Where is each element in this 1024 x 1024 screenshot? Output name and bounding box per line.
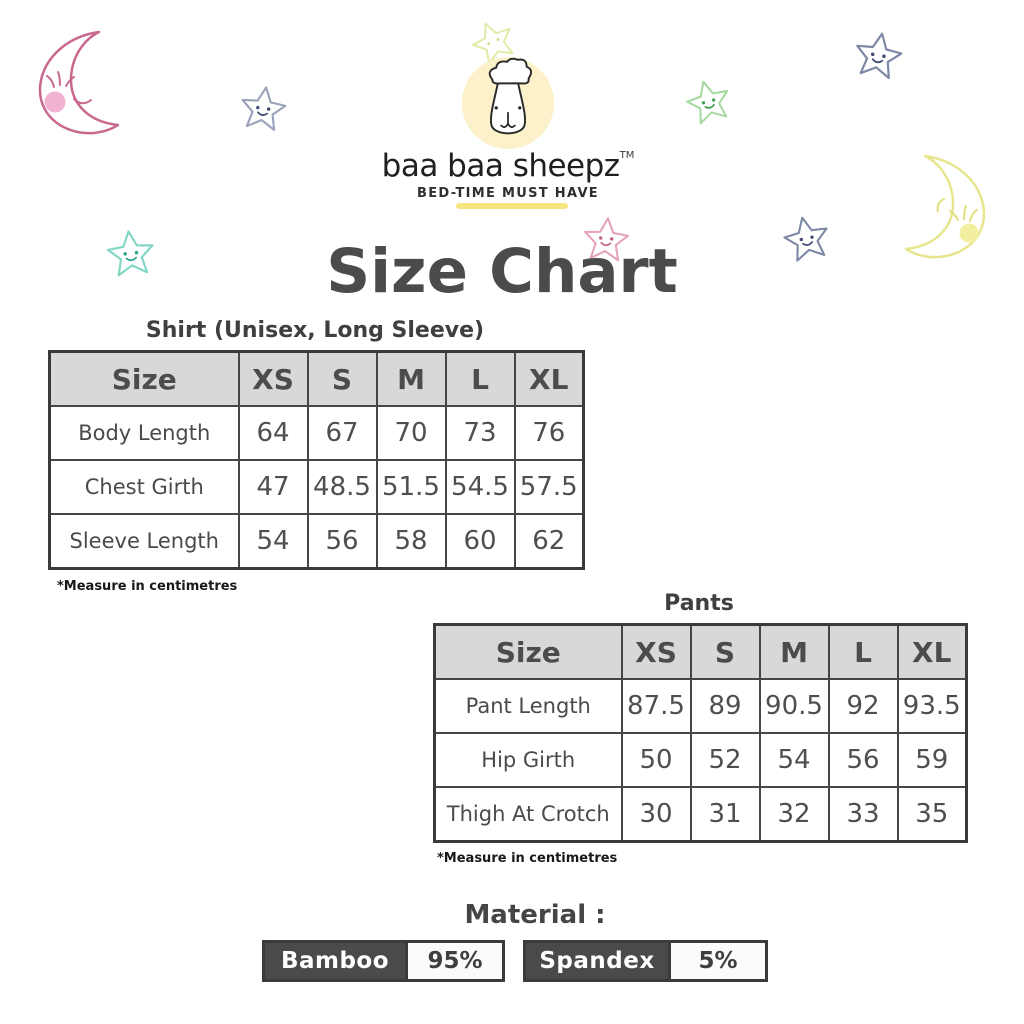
pants-table-header-row: Size XS S M L XL xyxy=(433,623,968,680)
table-cell: 32 xyxy=(758,786,830,843)
material-name: Bamboo xyxy=(265,943,405,979)
table-row: Hip Girth 50 52 54 56 59 xyxy=(433,732,968,788)
shirt-header-m: M xyxy=(375,350,447,407)
table-cell: 54.5 xyxy=(444,459,516,515)
table-cell: 93.5 xyxy=(896,678,968,734)
table-cell: 35 xyxy=(896,786,968,843)
pants-header-l: L xyxy=(827,623,899,680)
brand-name: baa baa sheepzTM xyxy=(372,148,644,184)
brand-name-text: baa baa sheepz xyxy=(381,148,620,184)
table-cell: 89 xyxy=(689,678,761,734)
table-row: Thigh At Crotch 30 31 32 33 35 xyxy=(433,786,968,843)
navy-star-top-icon xyxy=(845,24,910,91)
table-cell: 54 xyxy=(237,513,309,570)
shirt-header-l: L xyxy=(444,350,516,407)
pants-header-size: Size xyxy=(433,623,623,680)
table-cell: 50 xyxy=(620,732,692,788)
pants-header-s: S xyxy=(689,623,761,680)
table-row: Pant Length 87.5 89 90.5 92 93.5 xyxy=(433,678,968,734)
table-cell: 73 xyxy=(444,405,516,461)
table-row: Body Length 64 67 70 73 76 xyxy=(48,405,585,461)
pants-table-title: Pants xyxy=(664,591,734,616)
table-cell: 87.5 xyxy=(620,678,692,734)
row-label: Sleeve Length xyxy=(48,513,240,570)
table-cell: 70 xyxy=(375,405,447,461)
table-cell: 31 xyxy=(689,786,761,843)
green-star-icon xyxy=(676,68,741,137)
table-row: Chest Girth 47 48.5 51.5 54.5 57.5 xyxy=(48,459,585,515)
row-label: Body Length xyxy=(48,405,240,461)
shirt-table-header-row: Size XS S M L XL xyxy=(48,350,585,407)
table-cell: 59 xyxy=(896,732,968,788)
table-cell: 67 xyxy=(306,405,378,461)
table-cell: 54 xyxy=(758,732,830,788)
row-label: Thigh At Crotch xyxy=(433,786,623,843)
shirt-header-xs: XS xyxy=(237,350,309,407)
table-cell: 58 xyxy=(375,513,447,570)
table-cell: 90.5 xyxy=(758,678,830,734)
table-cell: 47 xyxy=(237,459,309,515)
table-cell: 33 xyxy=(827,786,899,843)
material-heading: Material : xyxy=(464,900,606,930)
table-cell: 76 xyxy=(513,405,585,461)
material-badge-spandex: Spandex 5% xyxy=(523,940,768,982)
shirt-header-s: S xyxy=(306,350,378,407)
row-label: Chest Girth xyxy=(48,459,240,515)
pale-yellow-star-icon xyxy=(458,9,529,77)
sheep-logo-icon xyxy=(458,54,558,152)
table-cell: 51.5 xyxy=(375,459,447,515)
gray-star-icon xyxy=(232,79,293,142)
pants-header-xl: XL xyxy=(896,623,968,680)
page-title: Size Chart xyxy=(326,236,678,307)
pants-measure-note: *Measure in centimetres xyxy=(437,851,618,866)
pink-moon-icon xyxy=(28,26,138,140)
trademark-symbol: TM xyxy=(619,150,635,161)
shirt-size-table: Size XS S M L XL Body Length 64 67 70 73… xyxy=(48,350,585,570)
brand-tagline: BED-TIME MUST HAVE xyxy=(416,186,599,201)
teal-star-icon xyxy=(100,223,162,287)
table-cell: 48.5 xyxy=(306,459,378,515)
table-cell: 52 xyxy=(689,732,761,788)
yellow-moon-icon xyxy=(886,148,996,266)
table-cell: 56 xyxy=(827,732,899,788)
material-value: 5% xyxy=(668,943,765,979)
shirt-table-title: Shirt (Unisex, Long Sleeve) xyxy=(145,318,485,343)
table-cell: 30 xyxy=(620,786,692,843)
shirt-header-xl: XL xyxy=(513,350,585,407)
row-label: Hip Girth xyxy=(433,732,623,788)
pants-header-xs: XS xyxy=(620,623,692,680)
table-row: Sleeve Length 54 56 58 60 62 xyxy=(48,513,585,570)
row-label: Pant Length xyxy=(433,678,623,734)
table-cell: 57.5 xyxy=(513,459,585,515)
shirt-measure-note: *Measure in centimetres xyxy=(57,579,238,594)
pants-header-m: M xyxy=(758,623,830,680)
navy-star-right-icon xyxy=(775,207,839,273)
table-cell: 60 xyxy=(444,513,516,570)
table-cell: 64 xyxy=(237,405,309,461)
material-badge-bamboo: Bamboo 95% xyxy=(262,940,505,982)
material-name: Spandex xyxy=(526,943,668,979)
table-cell: 62 xyxy=(513,513,585,570)
shirt-header-size: Size xyxy=(48,350,240,407)
pants-size-table: Size XS S M L XL Pant Length 87.5 89 90.… xyxy=(433,623,968,843)
table-cell: 92 xyxy=(827,678,899,734)
table-cell: 56 xyxy=(306,513,378,570)
tagline-underline xyxy=(456,203,568,209)
material-value: 95% xyxy=(405,943,502,979)
